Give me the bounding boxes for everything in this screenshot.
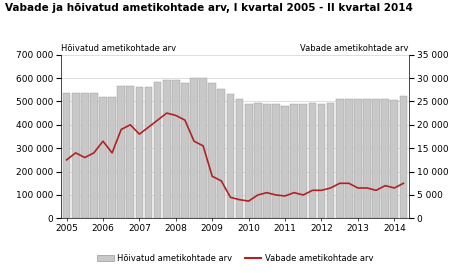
Bar (318, 104, 325, 218)
Bar (299, 104, 307, 218)
Vabade ametikohtade arv (219, 179, 224, 183)
Bar (163, 80, 171, 218)
Bar (154, 82, 162, 218)
Legend: Hõivatud ametikohtade arv, Vabade ametikohtade arv: Hõivatud ametikohtade arv, Vabade ametik… (94, 250, 376, 266)
Vabade ametikohtade arv (246, 200, 251, 203)
Vabade ametikohtade arv (291, 191, 297, 194)
Vabade ametikohtade arv (346, 182, 352, 185)
Bar (218, 88, 225, 218)
Vabade ametikohtade arv (127, 123, 133, 126)
Bar (90, 93, 98, 218)
Bar (81, 93, 89, 218)
Vabade ametikohtade arv (82, 156, 87, 159)
Bar (108, 97, 116, 218)
Bar (227, 94, 235, 218)
Vabade ametikohtade arv (155, 118, 160, 122)
Text: Vabade ja hõivatud ametikohtade arv, I kvartal 2005 - II kvartal 2014: Vabade ja hõivatud ametikohtade arv, I k… (5, 3, 413, 13)
Vabade ametikohtade arv (109, 151, 115, 155)
Bar (245, 104, 252, 218)
Bar (336, 99, 344, 218)
Vabade ametikohtade arv (310, 189, 315, 192)
Bar (118, 86, 125, 218)
Vabade ametikohtade arv (191, 140, 197, 143)
Bar (63, 93, 70, 218)
Vabade ametikohtade arv (173, 114, 179, 117)
Vabade ametikohtade arv (200, 144, 206, 147)
Vabade ametikohtade arv (118, 128, 124, 131)
Bar (290, 104, 298, 218)
Vabade ametikohtade arv (319, 189, 324, 192)
Bar (190, 78, 198, 218)
Vabade ametikohtade arv (337, 182, 343, 185)
Bar (272, 104, 280, 218)
Vabade ametikohtade arv (400, 182, 406, 185)
Bar (363, 99, 371, 218)
Line: Vabade ametikohtade arv: Vabade ametikohtade arv (67, 113, 403, 201)
Vabade ametikohtade arv (364, 186, 370, 190)
Bar (381, 99, 389, 218)
Vabade ametikohtade arv (227, 196, 233, 199)
Vabade ametikohtade arv (373, 189, 379, 192)
Bar (208, 83, 216, 218)
Bar (235, 99, 243, 218)
Vabade ametikohtade arv (64, 158, 70, 162)
Bar (345, 99, 352, 218)
Bar (199, 78, 207, 218)
Vabade ametikohtade arv (100, 140, 106, 143)
Vabade ametikohtade arv (73, 151, 78, 155)
Bar (172, 80, 180, 218)
Vabade ametikohtade arv (383, 184, 388, 187)
Bar (400, 96, 407, 218)
Vabade ametikohtade arv (300, 193, 306, 197)
Bar (354, 99, 362, 218)
Vabade ametikohtade arv (146, 126, 151, 129)
Vabade ametikohtade arv (164, 111, 170, 115)
Bar (72, 93, 79, 218)
Bar (181, 83, 189, 218)
Bar (135, 87, 143, 218)
Bar (254, 103, 262, 218)
Vabade ametikohtade arv (182, 118, 188, 122)
Vabade ametikohtade arv (91, 151, 97, 155)
Bar (372, 99, 380, 218)
Bar (308, 103, 316, 218)
Text: Hõivatud ametikohtade arv: Hõivatud ametikohtade arv (61, 44, 176, 53)
Bar (281, 106, 289, 218)
Vabade ametikohtade arv (355, 186, 361, 190)
Bar (391, 100, 398, 218)
Bar (126, 86, 134, 218)
Vabade ametikohtade arv (264, 191, 270, 194)
Vabade ametikohtade arv (282, 194, 288, 198)
Vabade ametikohtade arv (137, 132, 142, 136)
Bar (327, 103, 335, 218)
Vabade ametikohtade arv (237, 198, 243, 201)
Vabade ametikohtade arv (273, 193, 279, 197)
Bar (263, 104, 271, 218)
Text: Vabade ametikohtade arv: Vabade ametikohtade arv (300, 44, 409, 53)
Vabade ametikohtade arv (210, 175, 215, 178)
Vabade ametikohtade arv (328, 186, 333, 190)
Bar (99, 97, 107, 218)
Vabade ametikohtade arv (255, 193, 260, 197)
Bar (145, 87, 152, 218)
Vabade ametikohtade arv (392, 186, 397, 190)
